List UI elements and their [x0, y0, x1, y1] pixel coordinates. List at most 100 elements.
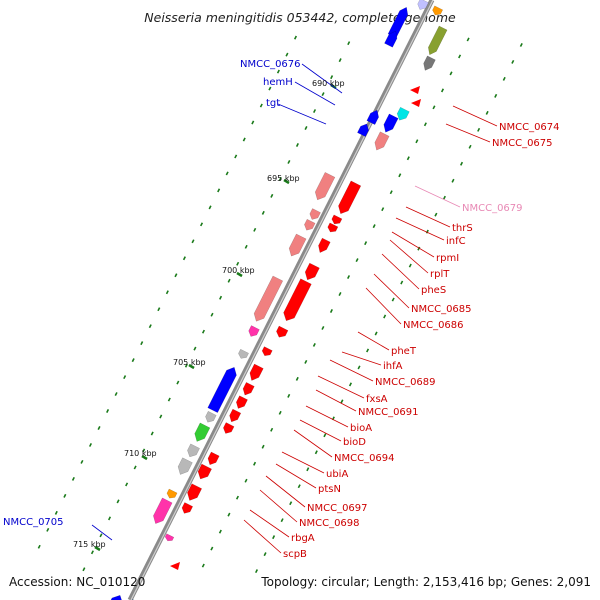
gene-feature-arrow[interactable] [164, 533, 175, 542]
scale-tick-mark [176, 380, 180, 385]
gene-feature-arrow[interactable] [366, 109, 379, 125]
gene-label-nmcc-0689[interactable]: NMCC_0689 [375, 377, 436, 388]
gene-label-nmcc-0691[interactable]: NMCC_0691 [358, 407, 419, 418]
scale-tick-mark [184, 363, 188, 368]
gene-feature-arrow[interactable] [387, 6, 409, 39]
gene-feature-arrow[interactable] [205, 410, 217, 423]
gene-feature-arrow[interactable] [166, 488, 178, 499]
gene-feature-arrow[interactable] [236, 395, 248, 409]
gene-feature-arrow[interactable] [107, 594, 123, 600]
gene-label-biod[interactable]: bioD [343, 437, 366, 448]
gene-label-infc[interactable]: infC [446, 236, 466, 247]
gene-label-rplt[interactable]: rplT [430, 269, 450, 280]
gene-label-nmcc-0698[interactable]: NMCC_0698 [299, 518, 360, 529]
scale-tick-mark [312, 342, 316, 347]
scale-tick-mark [321, 325, 325, 330]
gene-label-ubia[interactable]: ubiA [326, 469, 348, 480]
gene-feature-arrow[interactable] [197, 463, 212, 480]
gene-label-thrs[interactable]: thrS [452, 223, 473, 234]
scale-tick-mark [434, 212, 438, 217]
gene-feature-arrow[interactable] [229, 408, 242, 423]
scale-tick-mark [97, 426, 101, 430]
gene-label-nmcc-0676[interactable]: NMCC_0676 [240, 59, 301, 70]
gene-label-nmcc-0675[interactable]: NMCC_0675 [492, 138, 553, 149]
gene-feature-arrow[interactable] [170, 562, 180, 570]
major-scale-tick [283, 178, 290, 185]
label-leader-line [452, 105, 498, 127]
gene-feature-arrow[interactable] [338, 180, 362, 215]
gene-feature-arrow[interactable] [187, 483, 203, 501]
scale-tick-mark [381, 207, 385, 212]
gene-feature-arrow[interactable] [181, 502, 194, 514]
label-leader-line [395, 217, 445, 241]
gene-label-nmcc-0705[interactable]: NMCC_0705 [3, 517, 64, 528]
scale-tick-mark [364, 241, 368, 246]
gene-feature-arrow[interactable] [357, 123, 369, 138]
gene-feature-arrow[interactable] [432, 5, 444, 16]
gene-feature-arrow[interactable] [318, 237, 331, 253]
gene-label-rpmi[interactable]: rpmI [436, 253, 459, 264]
label-leader-line [243, 519, 282, 554]
gene-feature-arrow[interactable] [242, 381, 255, 396]
gene-feature-arrow[interactable] [261, 346, 273, 357]
gene-feature-arrow[interactable] [194, 422, 211, 442]
gene-label-hemh[interactable]: hemH [263, 77, 293, 88]
gene-feature-arrow[interactable] [276, 325, 289, 338]
scale-tick-mark [225, 171, 229, 176]
gene-label-fxsa[interactable]: fxsA [366, 394, 388, 405]
gene-label-phet[interactable]: pheT [391, 346, 417, 357]
gene-feature-arrow[interactable] [223, 422, 235, 434]
gene-feature-arrow[interactable] [253, 275, 284, 322]
gene-feature-arrow[interactable] [314, 172, 336, 201]
gene-label-nmcc-0694[interactable]: NMCC_0694 [334, 453, 395, 464]
gene-label-nmcc-0685[interactable]: NMCC_0685 [411, 304, 472, 315]
scale-tick-mark [425, 229, 429, 234]
gene-label-nmcc-0674[interactable]: NMCC_0674 [499, 122, 560, 133]
gene-feature-arrow[interactable] [428, 25, 448, 56]
gene-feature-arrow[interactable] [304, 218, 316, 231]
scale-tick-mark [272, 535, 276, 540]
gene-feature-arrow[interactable] [207, 366, 237, 413]
gene-feature-arrow[interactable] [396, 106, 410, 121]
scale-tick-mark [263, 552, 267, 557]
scale-tick-mark [485, 110, 489, 115]
gene-feature-arrow[interactable] [417, 0, 429, 10]
gene-label-scpb[interactable]: scpB [283, 549, 307, 560]
gene-feature-arrow[interactable] [423, 55, 436, 71]
gene-feature-arrow[interactable] [327, 222, 339, 233]
scale-tick-mark [440, 88, 445, 93]
gene-feature-arrow[interactable] [331, 214, 343, 225]
gene-feature-arrow[interactable] [153, 497, 173, 524]
gene-label-ptsn[interactable]: ptsN [318, 484, 341, 495]
gene-feature-arrow[interactable] [304, 262, 320, 281]
scale-tick-mark [468, 144, 472, 149]
gene-label-ihfa[interactable]: ihfA [383, 361, 403, 372]
gene-feature-arrow[interactable] [411, 99, 421, 107]
gene-feature-arrow[interactable] [374, 131, 390, 151]
gene-feature-arrow[interactable] [410, 86, 420, 94]
gene-feature-arrow[interactable] [238, 348, 249, 359]
gene-label-bioa[interactable]: bioA [350, 423, 372, 434]
gene-feature-arrow[interactable] [207, 451, 220, 466]
scale-tick-mark [417, 246, 421, 251]
gene-label-nmcc-0686[interactable]: NMCC_0686 [403, 320, 464, 331]
gene-feature-arrow[interactable] [309, 208, 321, 220]
label-leader-line [373, 273, 410, 309]
scale-tick-mark [200, 222, 204, 227]
gene-feature-arrow[interactable] [177, 457, 193, 475]
major-scale-tick [141, 454, 148, 461]
gene-feature-arrow[interactable] [187, 443, 200, 458]
gene-feature-arrow[interactable] [383, 113, 399, 133]
scale-tick-mark [227, 278, 231, 283]
gene-feature-arrow[interactable] [384, 30, 398, 48]
gene-label-phes[interactable]: pheS [421, 285, 446, 296]
gene-label-nmcc-0697[interactable]: NMCC_0697 [307, 503, 368, 514]
gene-feature-arrow[interactable] [283, 278, 312, 322]
gene-label-rbga[interactable]: rbgA [291, 533, 315, 544]
gene-feature-arrow[interactable] [288, 233, 307, 257]
scale-tick-mark [46, 527, 50, 532]
gene-feature-arrow[interactable] [248, 325, 260, 337]
gene-label-tgt[interactable]: tgt [266, 98, 280, 109]
gene-feature-arrow[interactable] [249, 363, 264, 381]
gene-label-nmcc-0679[interactable]: NMCC_0679 [462, 203, 523, 214]
